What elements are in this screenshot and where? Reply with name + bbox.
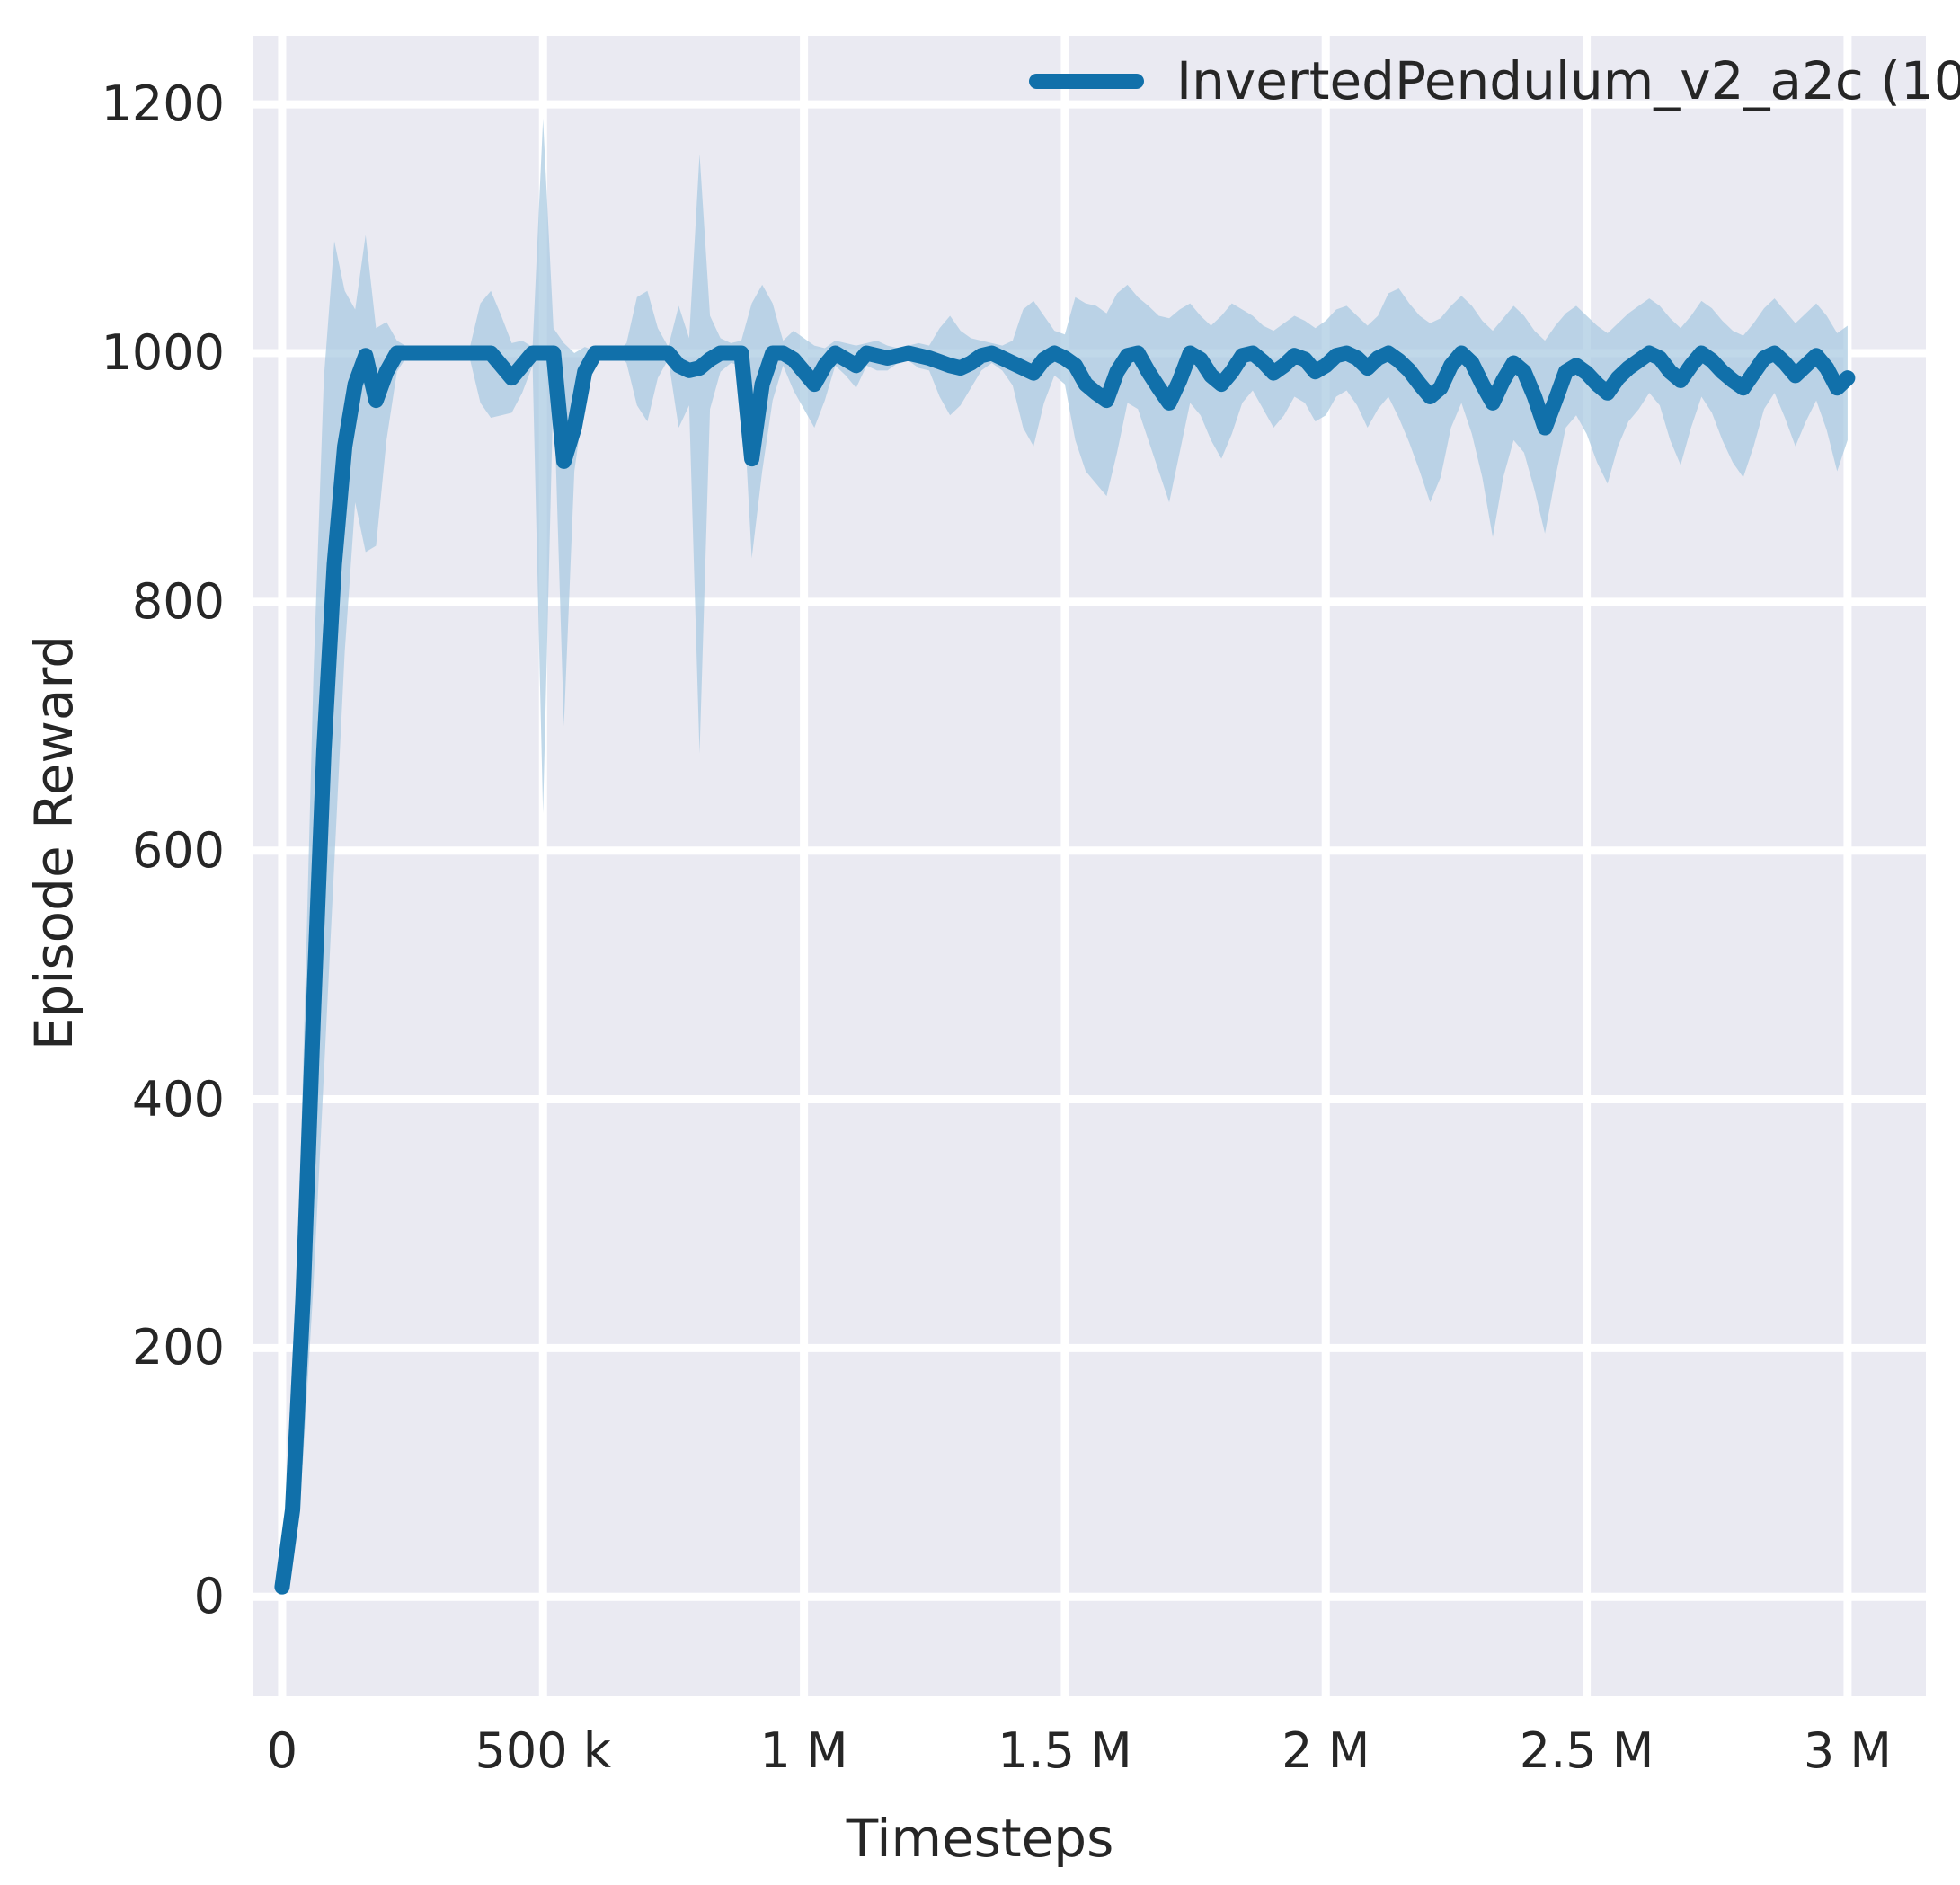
plot-area (253, 36, 1926, 1696)
legend-line-swatch (1029, 73, 1144, 89)
x-tick-label: 1 M (759, 1722, 848, 1779)
x-tick-label: 500 k (474, 1722, 612, 1779)
x-tick-label: 1.5 M (998, 1722, 1132, 1779)
x-tick-label: 2.5 M (1519, 1722, 1654, 1779)
plot-canvas (253, 36, 1926, 1696)
x-tick-label: 3 M (1803, 1722, 1892, 1779)
y-tick-label: 0 (193, 1568, 225, 1625)
x-axis-title-text: Timesteps (846, 1808, 1114, 1869)
x-tick-label: 0 (266, 1722, 298, 1779)
x-axis-title: Timesteps (0, 1808, 1960, 1869)
vertical-gridlines (278, 36, 1852, 1696)
x-tick-label: 2 M (1282, 1722, 1370, 1779)
y-tick-label: 600 (131, 821, 225, 879)
y-tick-label: 800 (131, 572, 225, 630)
y-tick-label: 400 (131, 1070, 225, 1128)
y-tick-label: 200 (131, 1319, 225, 1376)
y-tick-label: 1000 (101, 323, 225, 381)
mean-line (274, 345, 1856, 1595)
chart-legend: InvertedPendulum_v2_a2c (10) (1020, 43, 1960, 119)
legend-entry-label: InvertedPendulum_v2_a2c (10) (1176, 50, 1960, 111)
y-tick-label: 1200 (101, 75, 225, 133)
